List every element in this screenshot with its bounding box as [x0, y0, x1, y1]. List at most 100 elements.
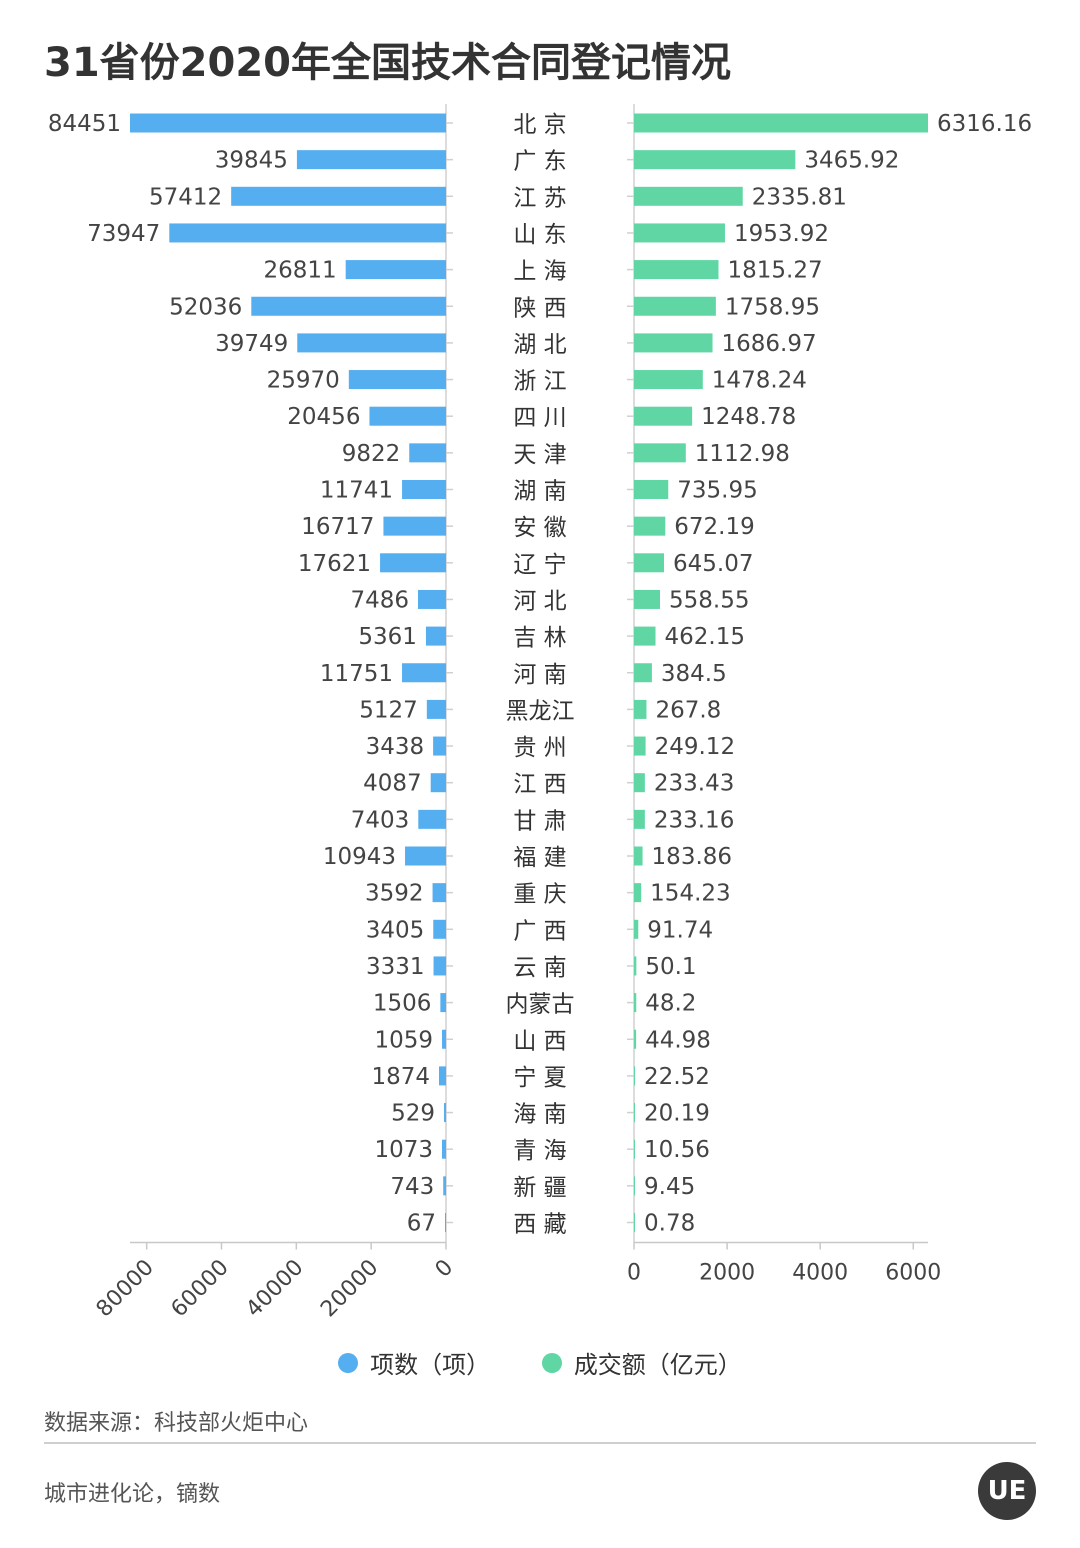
bar-count	[444, 1103, 446, 1123]
data-label-amount: 249.12	[655, 734, 735, 760]
category-label: 海 南	[513, 1102, 566, 1128]
data-label-count: 20456	[287, 404, 360, 430]
category-label: 青 海	[513, 1138, 566, 1164]
category-label: 吉 林	[513, 625, 566, 651]
bar-count	[409, 443, 446, 463]
bar-count	[418, 809, 446, 829]
bar-amount	[634, 809, 645, 829]
category-label: 四 川	[513, 405, 566, 431]
chart-title: 31省份2020年全国技术合同登记情况	[44, 40, 731, 86]
data-label-amount: 22.52	[644, 1064, 710, 1090]
bar-count	[369, 406, 446, 426]
data-label-amount: 0.78	[644, 1211, 695, 1237]
category-label: 黑龙江	[506, 698, 575, 724]
category-label: 新 疆	[513, 1175, 566, 1201]
bar-amount	[634, 846, 643, 866]
tick-label-count: 80000	[92, 1255, 159, 1322]
data-label-amount: 1112.98	[695, 441, 790, 467]
chart: 84451 6316.16 北 京 39845 3465.92 广 东 57412 2335.…	[48, 104, 1032, 1322]
bar-count	[348, 370, 446, 390]
data-label-count: 25970	[267, 368, 340, 394]
bar-count	[405, 846, 446, 866]
data-label-count: 16717	[301, 514, 374, 540]
bar-amount	[634, 919, 639, 939]
data-label-count: 10943	[323, 844, 396, 870]
bar-amount	[634, 773, 645, 793]
data-label-amount: 735.95	[677, 478, 757, 504]
source-note: 数据来源：科技部火炬中心	[44, 1411, 309, 1436]
data-label-amount: 6316.16	[937, 111, 1032, 137]
bar-count	[169, 223, 446, 243]
data-label-count: 5127	[359, 697, 418, 723]
legend-label-count: 项数（项）	[370, 1351, 491, 1379]
legend-swatch-amount	[541, 1352, 562, 1373]
bar-count	[433, 919, 446, 939]
data-label-amount: 91.74	[647, 917, 713, 943]
data-label-amount: 645.07	[673, 551, 753, 577]
data-label-amount: 3465.92	[804, 148, 899, 174]
bar-count	[251, 296, 446, 316]
data-label-count: 11751	[320, 661, 393, 687]
data-label-count: 73947	[87, 221, 160, 247]
bar-amount	[634, 443, 686, 463]
category-label: 陕 西	[513, 295, 566, 321]
data-label-count: 52036	[169, 294, 242, 320]
bar-count	[296, 150, 446, 170]
bar-count	[441, 1139, 446, 1159]
bar-amount	[634, 296, 716, 316]
bar-amount	[634, 1066, 636, 1086]
data-label-count: 39749	[215, 331, 288, 357]
category-label: 广 东	[513, 149, 566, 175]
data-label-count: 7403	[351, 807, 410, 833]
data-label-count: 39845	[215, 148, 288, 174]
data-label-amount: 384.5	[661, 661, 727, 687]
data-label-amount: 2335.81	[752, 184, 847, 210]
bar-count	[380, 553, 446, 573]
bar-amount	[634, 1029, 637, 1049]
data-label-amount: 558.55	[669, 587, 749, 613]
bar-amount	[634, 1176, 635, 1196]
data-label-count: 1059	[374, 1027, 433, 1053]
data-label-amount: 44.98	[645, 1027, 711, 1053]
divider	[44, 1442, 1036, 1444]
bar-count	[443, 1176, 446, 1196]
data-label-amount: 9.45	[644, 1174, 695, 1200]
tick-label-count: 20000	[316, 1255, 383, 1322]
category-label: 西 藏	[513, 1212, 566, 1238]
data-label-amount: 154.23	[650, 881, 730, 907]
data-label-count: 5361	[358, 624, 417, 650]
bar-amount	[634, 699, 647, 719]
category-label: 云 南	[513, 955, 566, 981]
data-label-amount: 233.16	[654, 807, 734, 833]
bar-count	[345, 260, 446, 280]
bar-amount	[634, 993, 637, 1013]
data-label-amount: 267.8	[655, 697, 721, 723]
data-label-count: 17621	[298, 551, 371, 577]
data-label-count: 11741	[320, 478, 393, 504]
bar-count	[417, 589, 446, 609]
bar-amount	[634, 333, 713, 353]
category-label: 山 东	[513, 222, 566, 248]
category-label: 宁 夏	[513, 1065, 566, 1091]
bar-amount	[634, 516, 666, 536]
data-label-count: 529	[391, 1101, 435, 1127]
bar-count	[402, 480, 446, 499]
bar-amount	[634, 223, 725, 243]
category-label: 湖 南	[513, 479, 566, 505]
bar-count	[445, 1213, 446, 1232]
tick-label-count: 40000	[241, 1255, 308, 1322]
data-label-count: 3438	[366, 734, 425, 760]
data-label-count: 9822	[342, 441, 401, 467]
data-label-amount: 1478.24	[712, 368, 807, 394]
bar-amount	[634, 1103, 635, 1123]
category-label: 安 徽	[513, 515, 566, 541]
tick-label-amount: 4000	[792, 1261, 848, 1286]
legend-label-amount: 成交额（亿元）	[573, 1351, 742, 1379]
bar-amount	[634, 553, 665, 573]
category-label: 甘 肃	[513, 808, 566, 834]
bar-amount	[634, 480, 669, 499]
category-label: 湖 北	[513, 332, 566, 358]
bar-count	[130, 113, 446, 133]
bar-amount	[634, 1139, 635, 1159]
bar-amount	[634, 260, 719, 280]
